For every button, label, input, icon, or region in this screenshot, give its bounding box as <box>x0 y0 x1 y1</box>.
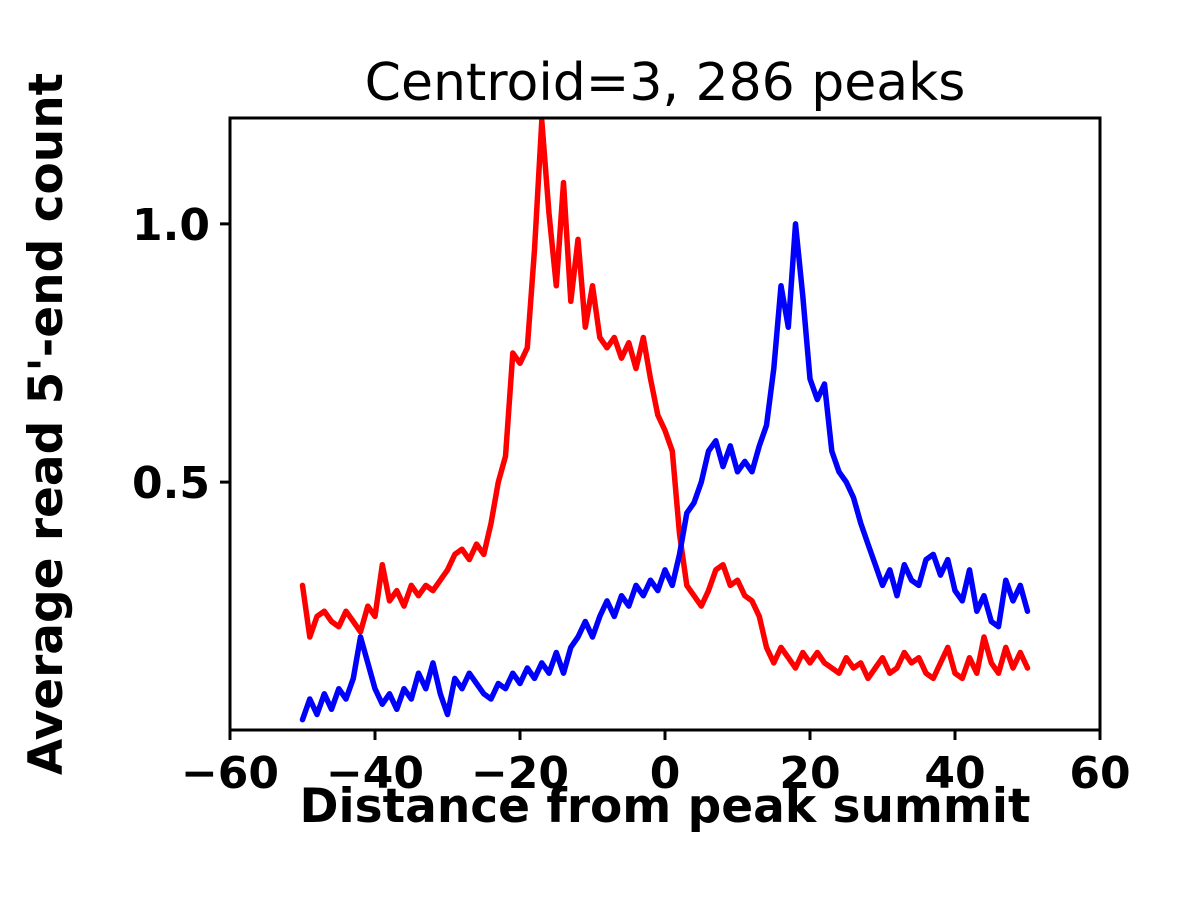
x-tick-label: −60 <box>181 748 279 799</box>
x-tick-label: 0 <box>650 748 681 799</box>
x-tick-label: −20 <box>471 748 569 799</box>
red-line <box>299 118 1031 682</box>
x-axis-label: Distance from peak summit <box>300 779 1031 834</box>
x-tick-label: −40 <box>326 748 424 799</box>
blue-line <box>299 221 1031 723</box>
y-tick-label: 0.5 <box>132 458 210 509</box>
plot-area: −60 −40 −20 0 20 40 60 0.5 1.0 <box>132 116 1131 799</box>
x-tick-label: 20 <box>779 748 840 799</box>
y-axis-label: Average read 5'-end count <box>19 73 74 775</box>
chart-title: Centroid=3, 286 peaks <box>365 53 966 113</box>
x-tick-label: 40 <box>924 748 985 799</box>
y-tick-label: 1.0 <box>132 200 210 251</box>
x-tick-label: 60 <box>1069 748 1130 799</box>
